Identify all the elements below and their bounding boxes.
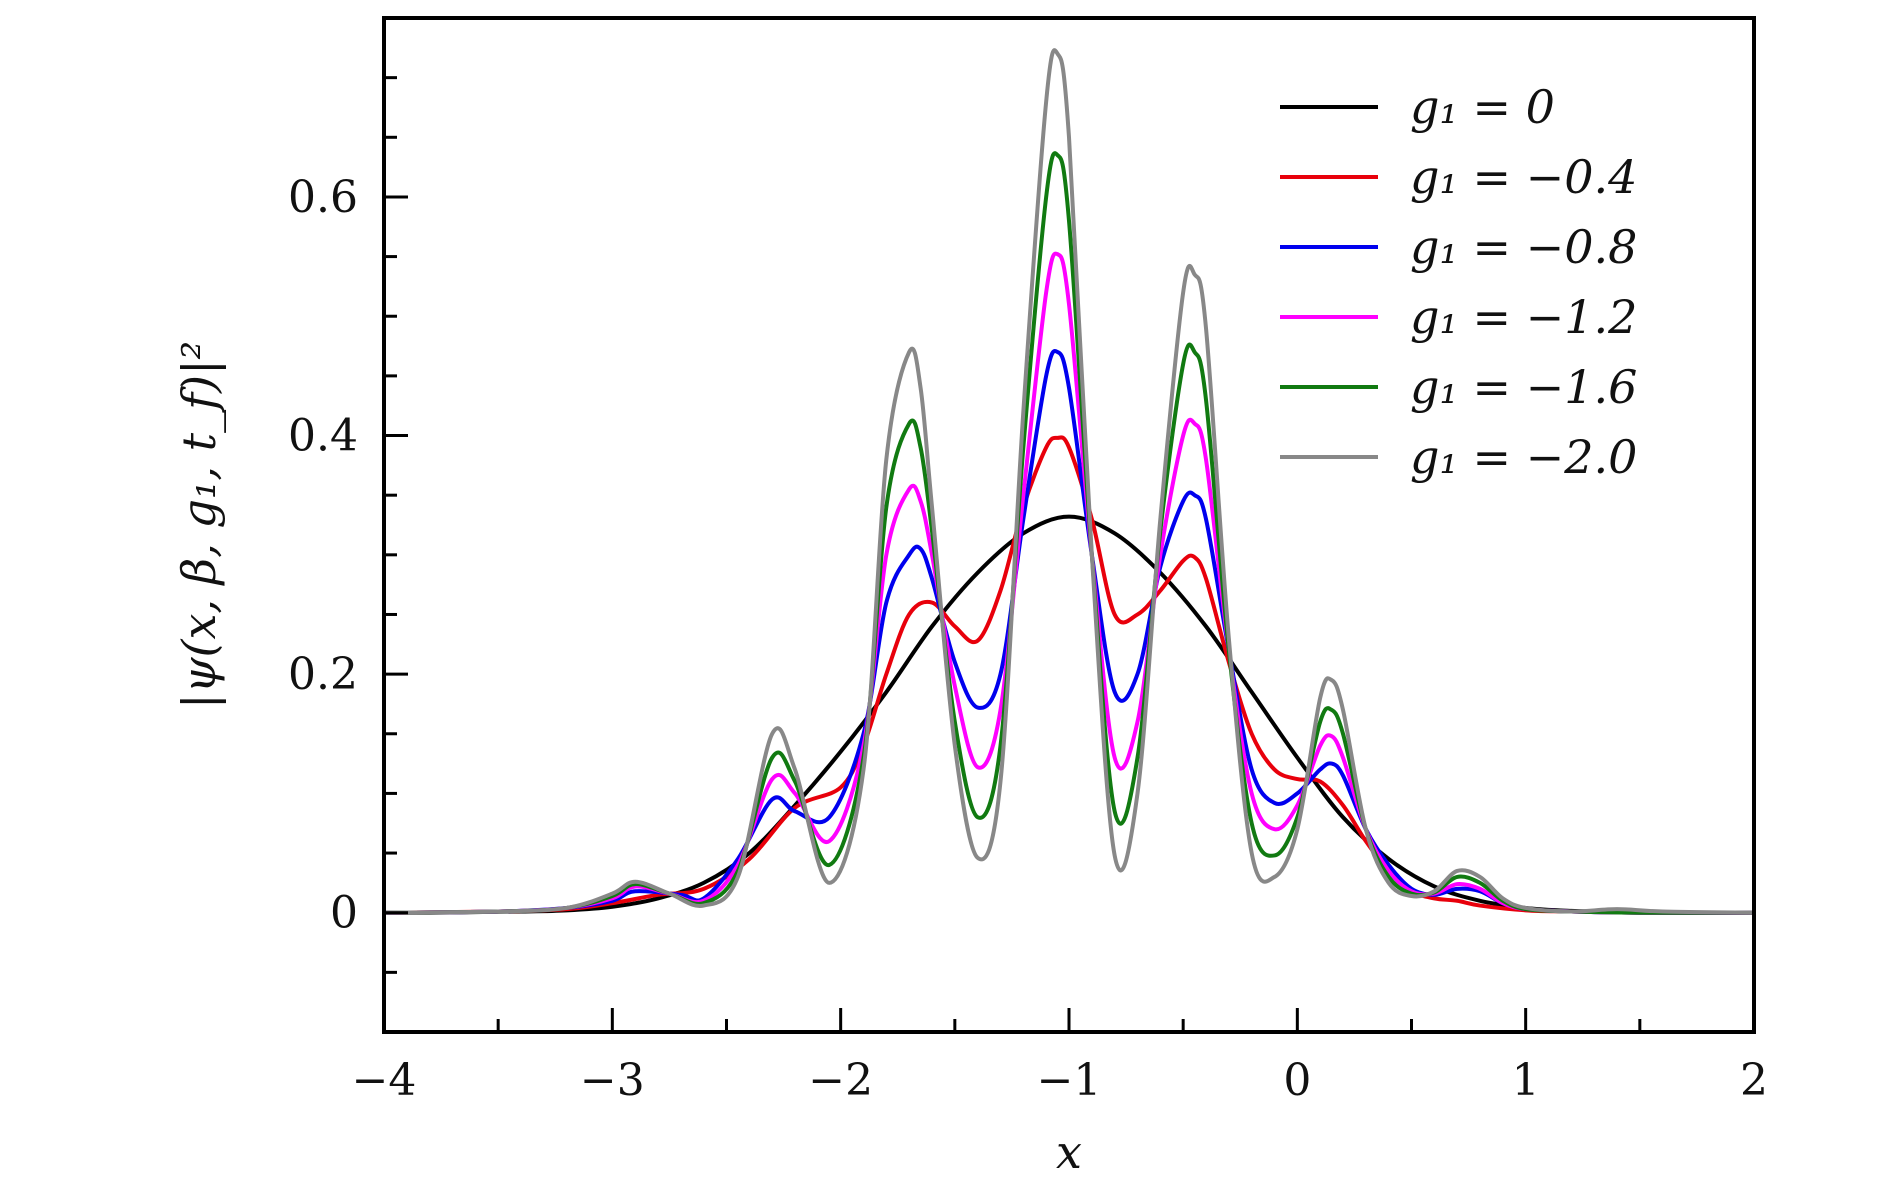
series-layer xyxy=(384,48,1754,915)
x-tick-label: 1 xyxy=(1512,1055,1540,1106)
legend-label-4: g₁ = −1.6 xyxy=(1410,360,1637,414)
y-axis-label: |ψ(x, β, g₁, t_f)|² xyxy=(172,341,226,709)
x-tick-label: 0 xyxy=(1283,1055,1311,1106)
legend-label-0: g₁ = 0 xyxy=(1410,80,1555,134)
x-tick-label: 2 xyxy=(1740,1055,1768,1106)
legend-label-2: g₁ = −0.8 xyxy=(1410,220,1637,274)
y-tick-label: 0 xyxy=(330,888,358,939)
y-tick-label: 0.4 xyxy=(288,411,358,462)
series-line-5 xyxy=(384,48,1754,915)
y-tick-label: 0.2 xyxy=(288,649,358,700)
legend-label-5: g₁ = −2.0 xyxy=(1410,430,1637,484)
x-tick-label: −1 xyxy=(1037,1055,1102,1106)
x-tick-label: −4 xyxy=(352,1055,417,1106)
plot-frame xyxy=(382,16,1756,1034)
legend: g₁ = 0 g₁ = −0.4 g₁ = −0.8 g₁ = −1.2 g₁ = −1… xyxy=(1280,80,1637,484)
y-tick-label: 0.6 xyxy=(288,172,358,223)
legend-label-3: g₁ = −1.2 xyxy=(1410,290,1637,344)
x-tick-label: −2 xyxy=(808,1055,873,1106)
x-tick-label: −3 xyxy=(580,1055,645,1106)
x-axis-label: x xyxy=(1056,1125,1082,1179)
legend-label-1: g₁ = −0.4 xyxy=(1410,150,1637,204)
